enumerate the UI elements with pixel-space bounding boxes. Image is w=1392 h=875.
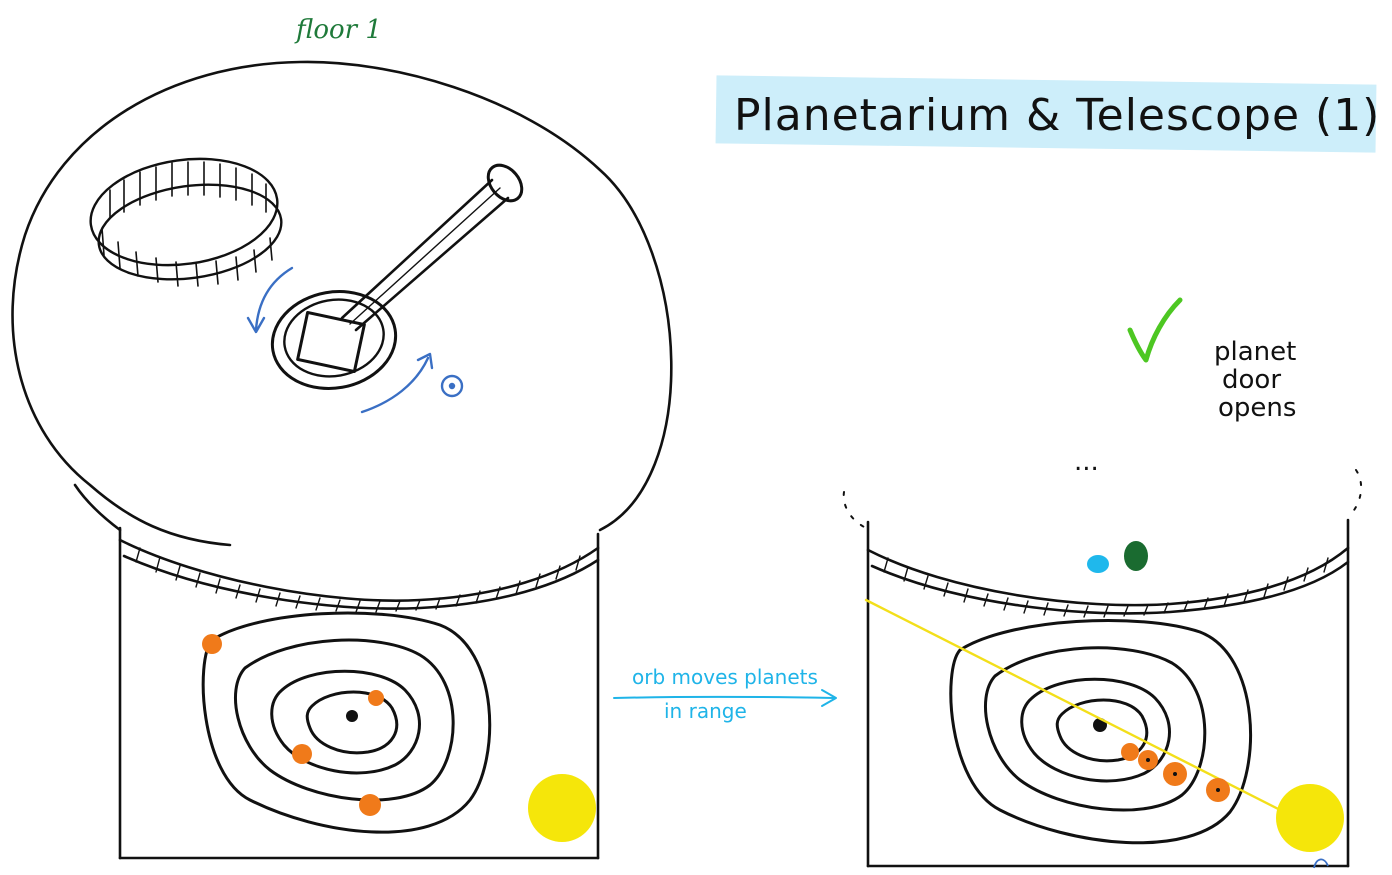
rotate-arrow-head-right bbox=[416, 352, 434, 370]
orbit-left-3 bbox=[233, 638, 455, 802]
telescope-base-inner bbox=[283, 298, 385, 378]
blue-dot bbox=[1087, 555, 1109, 573]
orbit-right-2 bbox=[1020, 677, 1171, 783]
planetarium-room-left bbox=[118, 526, 600, 860]
dome-ring-opening bbox=[89, 157, 283, 287]
telescope-tube-top bbox=[340, 178, 494, 320]
room-right-ceiling-curve bbox=[866, 546, 1350, 607]
orbits-left bbox=[201, 611, 492, 834]
dots-label: ... bbox=[1074, 447, 1099, 477]
orb-marker-dot bbox=[448, 382, 456, 390]
observatory-dome bbox=[11, 60, 673, 547]
result-note-line3: opens bbox=[1218, 393, 1296, 423]
orbit-left-2 bbox=[270, 669, 421, 775]
sun-left bbox=[528, 774, 596, 842]
planet-left-3 bbox=[292, 744, 312, 764]
arrow-right-icon bbox=[613, 695, 835, 699]
telescope-mount bbox=[296, 310, 366, 374]
title-highlight bbox=[715, 75, 1377, 153]
telescope-tube-bottom bbox=[354, 196, 510, 332]
ceiling-hatching bbox=[135, 547, 581, 613]
orbit-center-left bbox=[346, 710, 358, 722]
rotate-arrow-icon bbox=[254, 266, 294, 332]
rotation-arrows bbox=[246, 266, 464, 414]
orbit-right-3 bbox=[983, 646, 1207, 812]
room-ceiling-curve bbox=[118, 538, 600, 602]
orbit-left-4 bbox=[201, 611, 492, 834]
planet-right-centers bbox=[1146, 758, 1220, 792]
dome-hint-right bbox=[842, 469, 1363, 529]
planet-left-4 bbox=[359, 794, 381, 816]
planetarium-room-right bbox=[866, 518, 1350, 868]
result-note-line2: door bbox=[1222, 365, 1281, 395]
corner-mark bbox=[1313, 858, 1329, 869]
orb-caption: orb moves planets in range bbox=[613, 665, 837, 723]
check-icon bbox=[1127, 297, 1183, 363]
ring-outer bbox=[89, 157, 279, 267]
orb-caption-line2: in range bbox=[664, 699, 747, 723]
sun-right bbox=[1276, 784, 1344, 852]
room-ceiling-curve-lower bbox=[122, 554, 600, 610]
ring-hatching bbox=[101, 161, 273, 287]
telescope bbox=[270, 163, 524, 390]
orb-marker-icon bbox=[440, 374, 464, 398]
title-text: Planetarium & Telescope (1) bbox=[734, 90, 1380, 141]
ring-inner bbox=[97, 183, 283, 281]
title-group: Planetarium & Telescope (1) bbox=[715, 75, 1380, 153]
planet-left-1 bbox=[202, 634, 222, 654]
green-dot bbox=[1124, 541, 1148, 571]
arrow-right-head bbox=[821, 689, 837, 707]
orbit-right-4 bbox=[949, 618, 1252, 845]
ceiling-hatching-right bbox=[883, 557, 1329, 618]
floor-label: floor 1 bbox=[294, 15, 382, 45]
orbit-left-1 bbox=[305, 690, 399, 755]
planet-right-1 bbox=[1121, 743, 1139, 761]
telescope-lens bbox=[486, 163, 524, 203]
orb-caption-line1: orb moves planets bbox=[632, 665, 818, 689]
result-note-line1: planet bbox=[1214, 337, 1296, 367]
planets-left bbox=[202, 634, 384, 816]
rotate-arrow-head-left bbox=[246, 316, 266, 334]
room-right-ceiling-curve-lower bbox=[870, 560, 1350, 615]
dome-outline-bottom-left bbox=[73, 483, 122, 532]
planet-left-2 bbox=[368, 690, 384, 706]
telescope-base-outer bbox=[270, 290, 398, 390]
orbits-right bbox=[949, 618, 1252, 845]
result-note: planet door opens bbox=[1214, 337, 1296, 423]
orbit-right-1 bbox=[1055, 698, 1149, 763]
alignment-line bbox=[864, 598, 1302, 822]
telescope-tube-mid bbox=[349, 187, 501, 325]
dome-outline bbox=[11, 60, 673, 547]
rotate-arrow-icon bbox=[360, 356, 430, 414]
